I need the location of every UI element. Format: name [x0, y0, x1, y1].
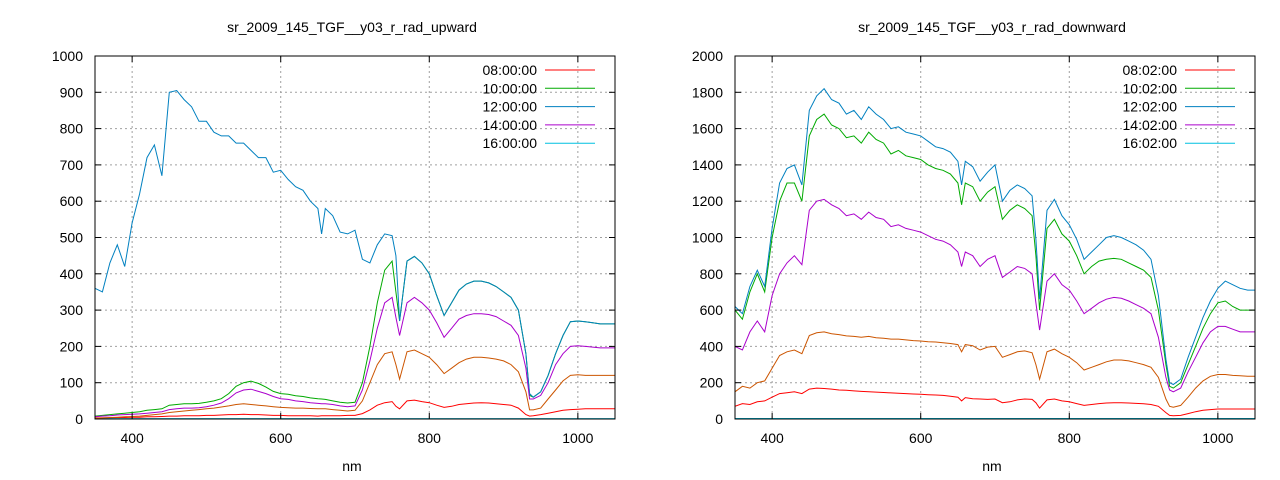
y-tick-label: 1000: [52, 48, 83, 64]
legend-label: 10:02:00: [1123, 80, 1178, 96]
y-tick-label: 800: [700, 266, 724, 282]
chart-upward: sr_2009_145_TGF__y03_r_rad_upward nm 0 10…: [52, 19, 616, 474]
y-tick-label: 800: [60, 121, 84, 137]
legend: 08:00:00 10:00:00 12:00:00 14:00:00 16:00:00: [483, 62, 595, 151]
series-line: [735, 113, 1255, 389]
series-group: [735, 87, 1255, 419]
series-line: [735, 331, 1255, 408]
series-line: [735, 87, 1255, 386]
x-tick-label: 1000: [1202, 430, 1233, 446]
grid: [95, 56, 615, 419]
y-tick-label: 1400: [692, 157, 723, 173]
y-tick-label: 200: [700, 375, 724, 391]
y-tick-label: 0: [75, 411, 83, 427]
x-tick-label: 600: [269, 430, 293, 446]
y-tick-label: 1600: [692, 121, 723, 137]
chart-title: sr_2009_145_TGF__y03_r_rad_upward: [227, 19, 477, 35]
x-axis-label: nm: [982, 458, 1001, 474]
x-tick-label: 400: [760, 430, 784, 446]
y-tick-label: 400: [60, 266, 84, 282]
y-tick-label: 200: [60, 338, 84, 354]
legend-label: 08:02:00: [1123, 62, 1178, 78]
legend-label: 16:02:00: [1123, 135, 1178, 151]
legend-label: 12:02:00: [1123, 99, 1178, 115]
series-line: [95, 296, 615, 418]
y-tick-label: 1200: [692, 193, 723, 209]
chart-downward: sr_2009_145_TGF__y03_r_rad_downward nm 0…: [692, 19, 1256, 474]
legend-label: 14:00:00: [483, 117, 538, 133]
x-tick-label: 1000: [562, 430, 593, 446]
legend-label: 10:00:00: [483, 80, 538, 96]
series-line: [95, 349, 615, 419]
series-line: [95, 89, 615, 398]
series-line: [95, 399, 615, 419]
y-tick-label: 1800: [692, 84, 723, 100]
y-tick-label: 600: [700, 302, 724, 318]
x-tick-label: 400: [120, 430, 144, 446]
chart-title: sr_2009_145_TGF__y03_r_rad_downward: [858, 19, 1126, 35]
legend-label: 08:00:00: [483, 62, 538, 78]
y-tick-label: 900: [60, 84, 84, 100]
series-line: [95, 255, 615, 417]
x-axis-label: nm: [342, 458, 361, 474]
series-line: [735, 387, 1255, 417]
legend-label: 12:00:00: [483, 99, 538, 115]
y-tick-label: 300: [60, 302, 84, 318]
legend: 08:02:00 10:02:00 12:02:00 14:02:00 16:02:00: [1123, 62, 1235, 151]
y-tick-label: 400: [700, 338, 724, 354]
grid: [735, 56, 1255, 419]
y-tick-label: 0: [715, 411, 723, 427]
y-tick-label: 700: [60, 157, 84, 173]
legend-label: 16:00:00: [483, 135, 538, 151]
x-tick-label: 800: [1058, 430, 1082, 446]
x-tick-label: 600: [909, 430, 933, 446]
y-tick-label: 500: [60, 230, 84, 246]
y-tick-label: 600: [60, 193, 84, 209]
x-tick-label: 800: [418, 430, 442, 446]
series-group: [95, 89, 615, 419]
y-tick-label: 100: [60, 375, 84, 391]
legend-label: 14:02:00: [1123, 117, 1178, 133]
y-tick-label: 2000: [692, 48, 723, 64]
series-line: [735, 198, 1255, 393]
y-tick-label: 1000: [692, 230, 723, 246]
